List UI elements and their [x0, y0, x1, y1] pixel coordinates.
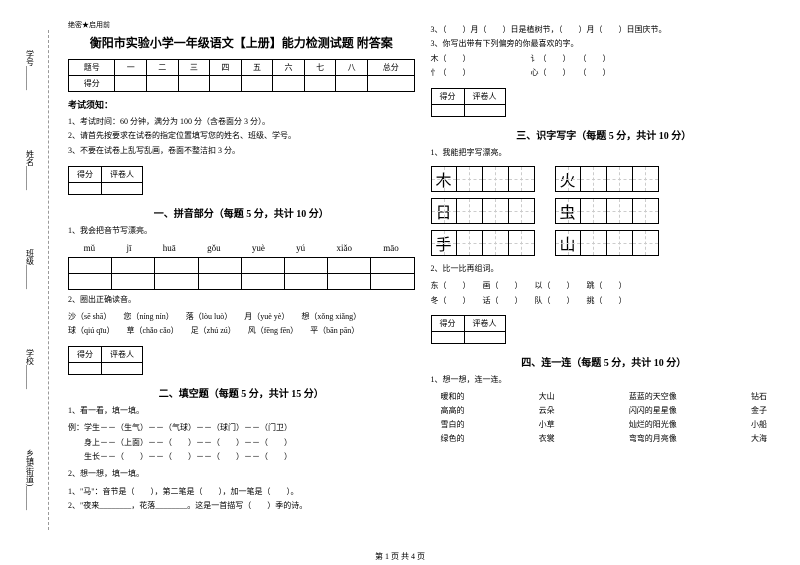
q2-1-lines: 例：学生－－（生气）－－（气球）－－（球门）－－（门卫） 身上－－（上面）－－（… [68, 421, 415, 464]
q2-2-lines: 1、"马"：音节是（ ），第二笔是（ ），加一笔是（ ）。 2、"夜来_____… [68, 485, 415, 514]
score-box-3: 得分评卷人 [431, 88, 778, 117]
margin-xingming: 姓名______ [25, 150, 36, 190]
q3-1: 1、我能把字写漂亮。 [431, 146, 778, 160]
secret-mark: 绝密★启用前 [68, 20, 415, 30]
page-footer: 第 1 页 共 4 页 [0, 551, 800, 562]
pinyin-grid [68, 257, 415, 290]
part4-title: 四、连一连（每题 5 分，共计 10 分） [431, 354, 778, 369]
q1-2: 2、圈出正确读音。 [68, 293, 415, 307]
notice-title: 考试须知： [68, 98, 415, 111]
notice-list: 1、考试时间：60 分钟，满分为 100 分（含卷面分 3 分）。 2、请首先按… [68, 115, 415, 158]
part1-title: 一、拼音部分（每题 5 分，共计 10 分） [68, 205, 415, 220]
q4-1: 1、想一想，连一连。 [431, 373, 778, 387]
margin-xuehao: 学号______ [25, 50, 36, 90]
q3-2: 2、比一比再组词。 [431, 262, 778, 276]
score-box-2: 得分评卷人 [68, 346, 415, 375]
char-row-3: 手 山 [431, 230, 778, 256]
score-box-1: 得分评卷人 [68, 166, 415, 195]
char-row-2: 日 虫 [431, 198, 778, 224]
exam-title: 衡阳市实验小学一年级语文【上册】能力检测试题 附答案 [68, 34, 415, 51]
match-rows: 暖和的大山蓝蓝的天空像钻石 高高的云朵闪闪的星星像金子 雪白的小草灿烂的阳光像小… [431, 391, 778, 444]
score-table: 题号一二三四五六七八总分 得分 [68, 59, 415, 92]
right-top: 3、（ ）月（ ）日是植树节，（ ）月（ ）日国庆节。 3、你写出带有下列偏旁的… [431, 23, 778, 81]
score-box-4: 得分评卷人 [431, 315, 778, 344]
char-row-1: 木 火 [431, 166, 778, 192]
q3-2-pairs: 东（ ） 画（ ） 以（ ） 跳（ ） 冬（ ） 话（ ） 队（ ） 挑（ ） [431, 279, 778, 308]
part2-title: 二、填空题（每题 5 分，共计 15 分） [68, 385, 415, 400]
margin-xiangzhen: 乡镇(街道)______ [25, 449, 36, 510]
margin-xuexiao: 学校______ [25, 349, 36, 389]
q1-2-words: 沙（sē shā） 您（níng nín） 落（lòu luò） 月（yuè y… [68, 310, 415, 339]
q1-1: 1、我会把音节写漂亮。 [68, 224, 415, 238]
margin-banji: 班级______ [25, 249, 36, 289]
fold-line [48, 30, 49, 530]
pinyin-row: mǔjīhuāgǒuyuèyúxiǎomāo [68, 243, 415, 253]
q2-1: 1、看一看，填一填。 [68, 404, 415, 418]
part3-title: 三、识字写字（每题 5 分，共计 10 分） [431, 127, 778, 142]
q2-2: 2、想一想，填一填。 [68, 467, 415, 481]
